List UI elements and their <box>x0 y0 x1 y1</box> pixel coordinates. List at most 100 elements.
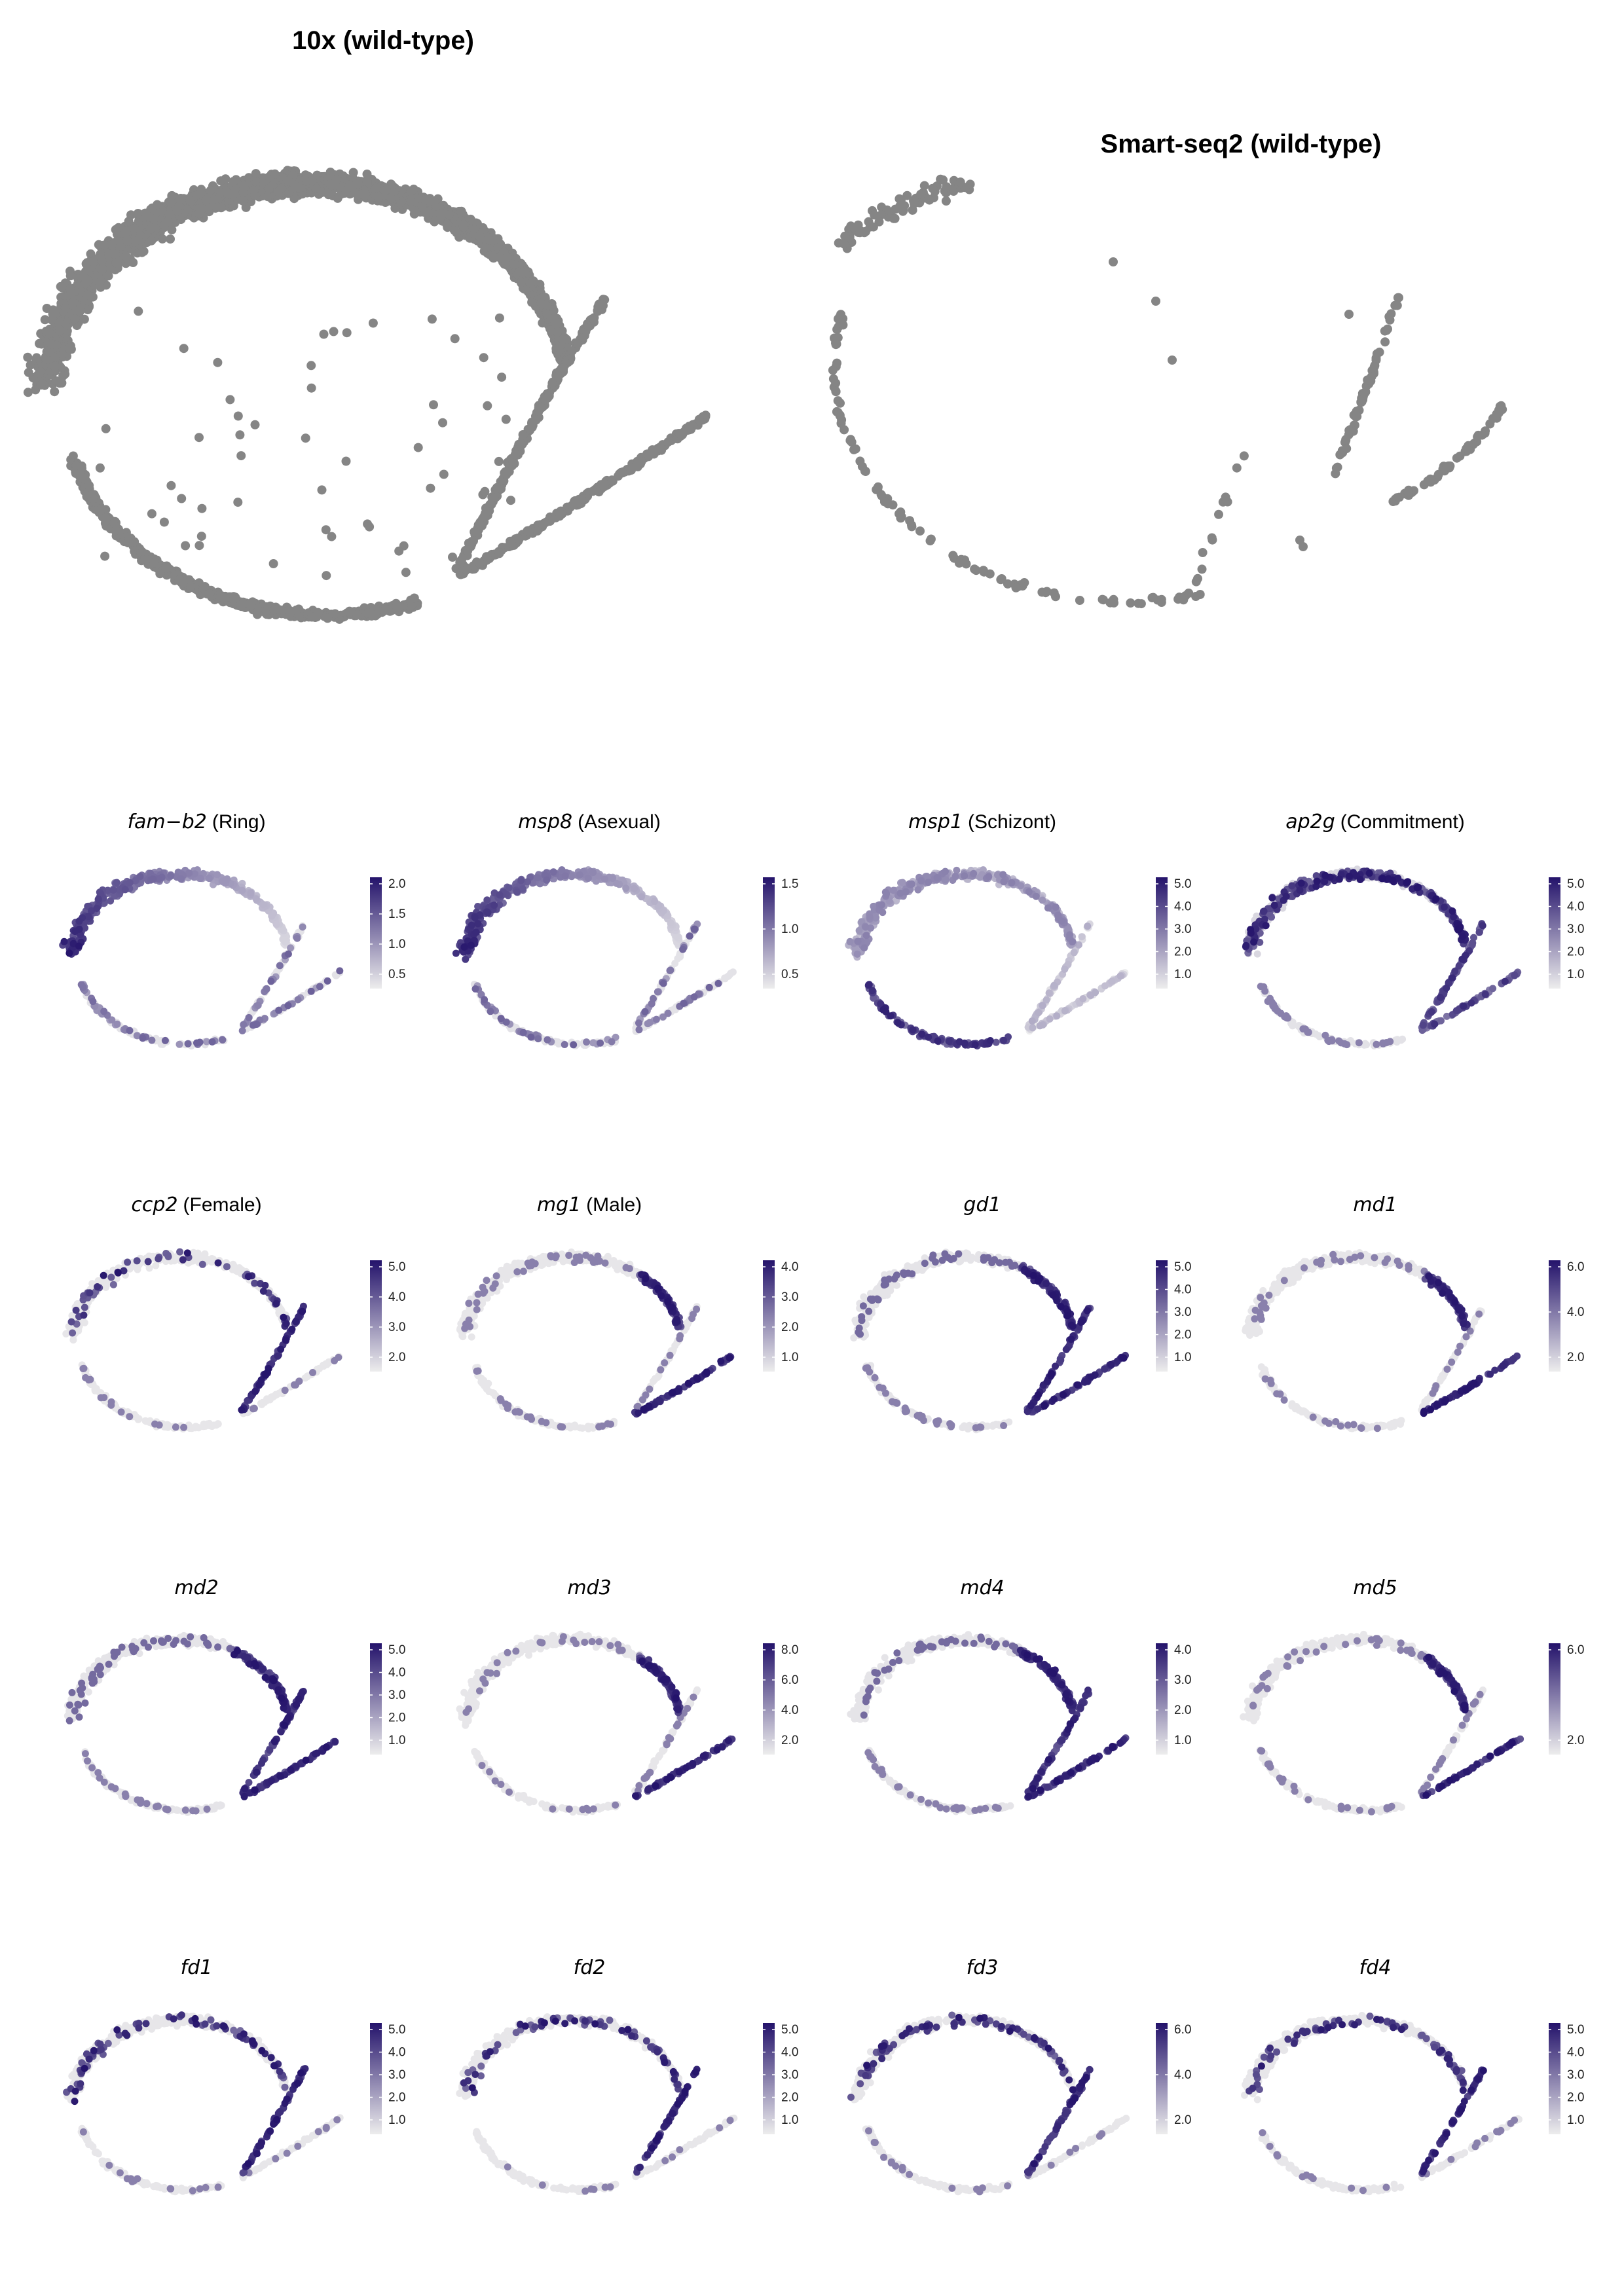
tenx-point <box>379 606 389 615</box>
tenx-point <box>573 339 583 348</box>
feature-point <box>284 1002 292 1010</box>
tenx-point <box>173 206 183 216</box>
smartseq-point <box>870 210 879 220</box>
tenx-point <box>229 177 238 187</box>
smartseq-point <box>1195 590 1205 599</box>
colorbar-tick-label: 2.0 <box>388 877 405 891</box>
tenx-point <box>345 608 354 617</box>
tenx-point <box>197 204 207 213</box>
feature-point <box>664 1010 672 1017</box>
smartseq-point <box>955 177 965 187</box>
tenx-point <box>501 414 511 424</box>
feature-point <box>136 873 144 881</box>
tenx-point <box>194 433 204 443</box>
tenx-point <box>122 236 132 246</box>
tenx-point <box>167 191 177 201</box>
tenx-point <box>495 253 505 263</box>
smartseq-point <box>895 509 904 519</box>
feature-point <box>583 1038 591 1046</box>
smartseq-point <box>1098 594 1107 604</box>
smartseq-point <box>1109 257 1118 266</box>
feature-panel-title: fam−b2 (Ring) <box>127 811 265 833</box>
feature-point <box>75 942 83 950</box>
feature-point <box>631 884 638 892</box>
tenx-point <box>133 209 143 218</box>
tenx-point <box>233 411 243 421</box>
feature-point <box>554 1038 562 1046</box>
tenx-point <box>543 393 553 403</box>
tenx-point <box>371 183 381 193</box>
tenx-point <box>45 347 54 357</box>
tenx-point <box>306 383 316 393</box>
tenx-point <box>373 193 383 202</box>
feature-point <box>175 1040 183 1048</box>
tenx-point <box>307 176 317 185</box>
feature-point <box>126 1027 134 1034</box>
feature-point <box>584 875 592 882</box>
tenx-point <box>341 186 351 196</box>
smartseq-point <box>1369 362 1379 372</box>
feature-point <box>93 905 101 912</box>
tenx-point <box>179 344 189 354</box>
smartseq-point <box>839 239 849 249</box>
tenx-point <box>159 517 169 527</box>
tenx-point <box>553 327 563 337</box>
smartseq-point <box>845 435 855 445</box>
tenx-point <box>365 522 375 532</box>
tenx-point <box>134 306 143 316</box>
tenx-point <box>494 313 504 323</box>
smartseq-point <box>1462 444 1471 454</box>
tenx-point <box>101 513 111 522</box>
smartseq-point <box>896 195 906 204</box>
tenx-point <box>442 221 452 230</box>
tenx-point <box>163 217 173 227</box>
smartseq-point <box>916 189 926 199</box>
tenx-point <box>396 602 405 611</box>
tenx-point <box>60 304 70 314</box>
tenx-title: 10x (wild-type) <box>292 26 474 55</box>
smartseq-point <box>1366 376 1376 386</box>
tenx-point <box>124 217 134 227</box>
tenx-point <box>307 612 317 622</box>
tenx-point <box>588 314 598 324</box>
tenx-point <box>58 350 67 359</box>
tenx-point <box>194 541 204 551</box>
tenx-point <box>202 195 212 205</box>
tenx-point <box>155 569 165 579</box>
feature-point <box>184 1040 192 1048</box>
tenx-point <box>506 496 515 505</box>
tenx-point <box>36 380 46 390</box>
tenx-point <box>101 424 111 433</box>
smartseq-point <box>1423 476 1433 486</box>
smartseq-point <box>828 365 838 375</box>
tenx-point <box>23 352 33 362</box>
smartseq-point <box>1214 509 1223 519</box>
feature-point <box>113 879 120 886</box>
tenx-point <box>511 450 520 460</box>
feature-point <box>60 938 68 945</box>
tenx-point <box>35 367 45 376</box>
tenx-point <box>45 328 54 338</box>
tenx-point <box>285 606 295 615</box>
smartseq-point <box>1126 598 1135 608</box>
feature-point <box>263 985 270 993</box>
tenx-point <box>401 568 411 577</box>
tenx-point <box>517 268 527 278</box>
tenx-point <box>141 555 151 564</box>
tenx-point <box>329 327 339 337</box>
tenx-point <box>406 196 416 206</box>
feature-point <box>205 875 213 883</box>
smartseq-point <box>838 320 848 330</box>
feature-point <box>336 967 344 975</box>
tenx-point <box>497 373 507 382</box>
tenx-point <box>536 298 546 308</box>
tenx-point <box>50 361 60 371</box>
tenx-point <box>216 176 226 186</box>
feature-point <box>635 1019 642 1027</box>
colorbar-tick-label: 1.0 <box>388 938 405 951</box>
feature-point <box>249 1021 257 1029</box>
tenx-point <box>656 444 666 454</box>
tenx-point <box>111 258 121 268</box>
tenx-point <box>494 456 504 466</box>
tenx-point <box>631 462 640 471</box>
